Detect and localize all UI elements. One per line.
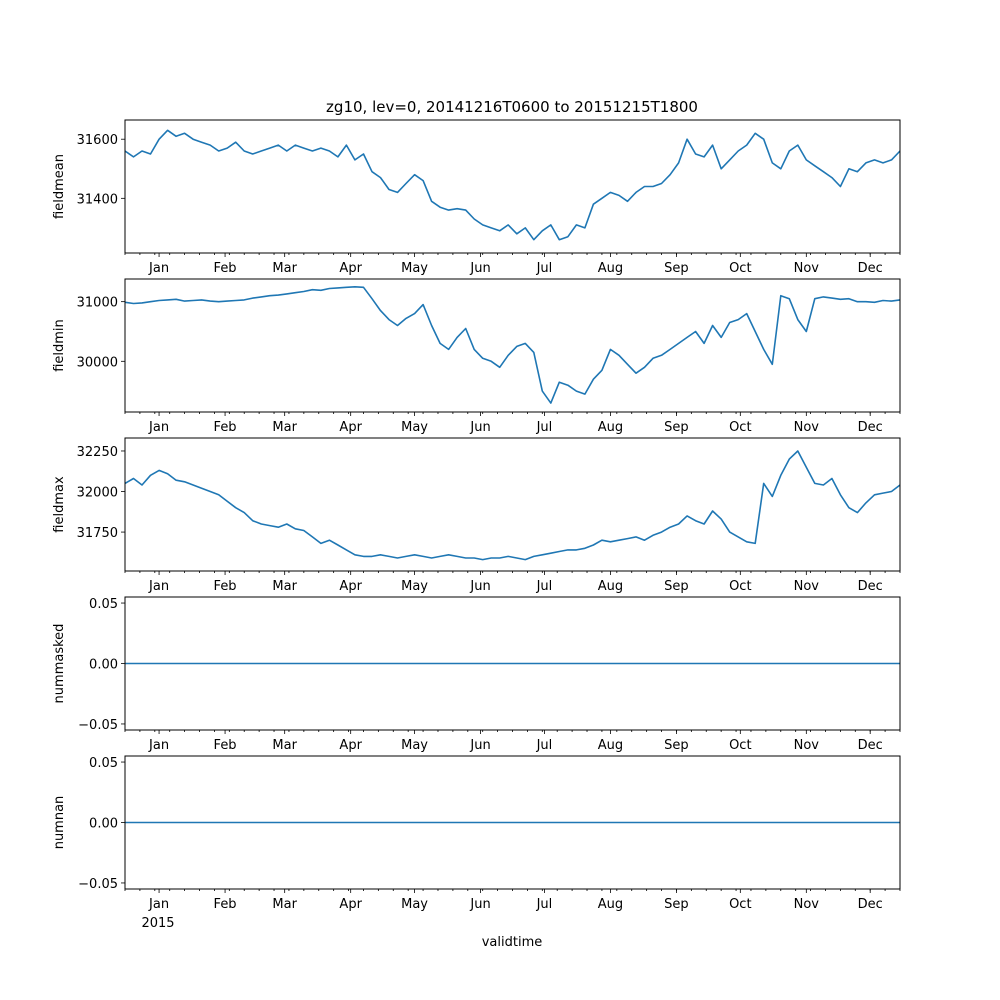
x-tick-label: Jan xyxy=(148,420,169,435)
panels: Jan Feb Mar Apr May Jun Jul Aug Sep Oct Nov Dec 3140… xyxy=(52,119,901,912)
x-tick-label: Mar xyxy=(272,579,297,594)
x-tick-label: Jan xyxy=(148,738,169,753)
x-tick-label: Jul xyxy=(536,261,553,276)
x-tick-label: Dec xyxy=(858,420,883,435)
x-tick-label: Oct xyxy=(729,261,751,276)
x-tick-label: Aug xyxy=(598,261,623,276)
x-tick-label: Sep xyxy=(664,738,689,753)
y-tick-label: 0.05 xyxy=(89,597,118,612)
y-tick-label: 31750 xyxy=(77,526,118,541)
x-tick-label: Jun xyxy=(469,579,490,594)
x-tick-label: Apr xyxy=(339,738,362,753)
series-line-fieldmean xyxy=(124,129,901,241)
x-tick-label: Mar xyxy=(272,420,297,435)
x-tick-label: Nov xyxy=(794,738,820,753)
x-tick-label: Jul xyxy=(536,738,553,753)
x-axis-label: validtime xyxy=(482,935,543,950)
y-axis-label: fieldmax xyxy=(52,476,67,533)
x-tick-label: May xyxy=(401,738,428,753)
y-tick-label: 0.00 xyxy=(89,658,118,673)
panel-fieldmean: Jan Feb Mar Apr May Jun Jul Aug Sep Oct Nov Dec 3140… xyxy=(52,119,901,276)
x-tick-label: Apr xyxy=(339,261,362,276)
chart-title: zg10, lev=0, 20141216T0600 to 20151215T1… xyxy=(326,98,698,116)
x-tick-label: May xyxy=(401,420,428,435)
x-tick-label: Oct xyxy=(729,738,751,753)
x-tick-label: Dec xyxy=(858,579,883,594)
y-tick-label: −0.05 xyxy=(78,718,118,733)
panel-nummasked: Jan Feb Mar Apr May Jun Jul Aug Sep Oct Nov Dec −0.0… xyxy=(52,596,901,753)
x-tick-label: Apr xyxy=(339,420,362,435)
x-tick-label: Feb xyxy=(214,897,237,912)
x-tick-label: Sep xyxy=(664,579,689,594)
x-tick-label: Jan xyxy=(148,579,169,594)
x-tick-label: Dec xyxy=(858,261,883,276)
x-tick-label: Nov xyxy=(794,420,820,435)
y-axis-label: fieldmin xyxy=(52,319,67,372)
x-tick-label: Apr xyxy=(339,897,362,912)
x-tick-label: Sep xyxy=(664,897,689,912)
x-tick-label: Mar xyxy=(272,738,297,753)
series-line-fieldmin xyxy=(124,286,901,404)
y-tick-label: 0.00 xyxy=(89,817,118,832)
x-tick-label: Aug xyxy=(598,420,623,435)
x-tick-label: Oct xyxy=(729,897,751,912)
x-tick-label: Apr xyxy=(339,579,362,594)
x-tick-label: Jan xyxy=(148,261,169,276)
x-tick-label: Jul xyxy=(536,579,553,594)
plot-frame xyxy=(124,119,901,254)
x-tick-label: Feb xyxy=(214,738,237,753)
x-tick-label: Jul xyxy=(536,897,553,912)
x-tick-label: Mar xyxy=(272,897,297,912)
x-tick-label: May xyxy=(401,579,428,594)
x-tick-label: Nov xyxy=(794,261,820,276)
x-tick-label: Aug xyxy=(598,738,623,753)
x-tick-label: Nov xyxy=(794,897,820,912)
x-tick-label: Feb xyxy=(214,579,237,594)
x-tick-label: Sep xyxy=(664,420,689,435)
x-tick-label: Mar xyxy=(272,261,297,276)
y-tick-label: 0.05 xyxy=(89,756,118,771)
x-tick-label: Feb xyxy=(214,420,237,435)
x-tick-label: Jun xyxy=(469,897,490,912)
y-tick-label: 30000 xyxy=(77,355,118,370)
x-tick-label: Oct xyxy=(729,420,751,435)
plot-frame xyxy=(124,437,901,572)
panel-fieldmin: Jan Feb Mar Apr May Jun Jul Aug Sep Oct Nov Dec 3000… xyxy=(52,278,901,435)
y-tick-label: 31000 xyxy=(77,296,118,311)
x-tick-label: Aug xyxy=(598,897,623,912)
x-tick-label: May xyxy=(401,261,428,276)
x-tick-label: Feb xyxy=(214,261,237,276)
x-tick-label: Jan xyxy=(148,897,169,912)
y-tick-label: 32250 xyxy=(77,445,118,460)
y-axis-label: numnan xyxy=(52,796,67,850)
y-tick-label: −0.05 xyxy=(78,877,118,892)
x-tick-label: Nov xyxy=(794,579,820,594)
x-axis-year-label: 2015 xyxy=(141,916,174,931)
plot-frame xyxy=(124,278,901,413)
x-tick-label: Sep xyxy=(664,261,689,276)
x-tick-label: Dec xyxy=(858,738,883,753)
x-tick-label: Aug xyxy=(598,579,623,594)
panel-fieldmax: Jan Feb Mar Apr May Jun Jul Aug Sep Oct Nov Dec 3175… xyxy=(52,437,901,594)
x-tick-label: May xyxy=(401,897,428,912)
x-tick-label: Jul xyxy=(536,420,553,435)
series-line-fieldmax xyxy=(124,450,901,561)
x-tick-label: Jun xyxy=(469,738,490,753)
y-axis-label: nummasked xyxy=(52,624,67,704)
x-tick-label: Oct xyxy=(729,579,751,594)
y-tick-label: 32000 xyxy=(77,486,118,501)
x-tick-label: Dec xyxy=(858,897,883,912)
panel-numnan: Jan Feb Mar Apr May Jun Jul Aug Sep Oct Nov Dec −0.0… xyxy=(52,755,901,912)
x-tick-label: Jun xyxy=(469,261,490,276)
y-tick-label: 31600 xyxy=(77,133,118,148)
x-tick-label: Jun xyxy=(469,420,490,435)
y-axis-label: fieldmean xyxy=(52,154,67,219)
y-tick-label: 31400 xyxy=(77,192,118,207)
